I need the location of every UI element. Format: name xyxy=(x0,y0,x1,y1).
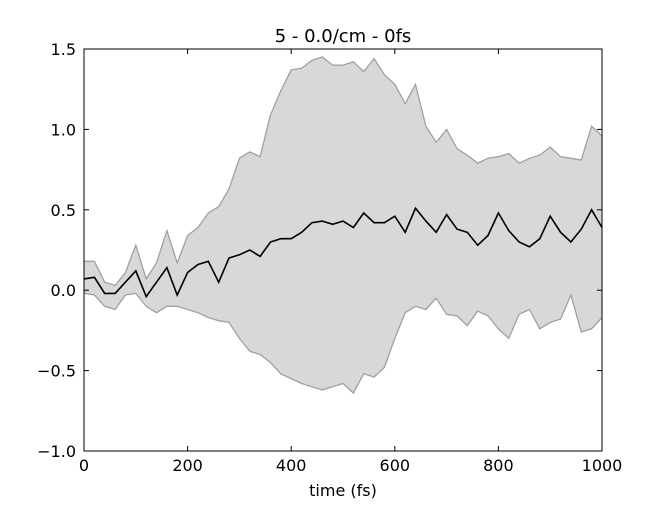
y-tick-label: −1.0 xyxy=(37,442,76,461)
plot-frame xyxy=(83,48,603,452)
y-axis-ticks: −1.0 −0.5 0.0 0.5 1.0 1.5 xyxy=(37,40,602,461)
x-tick-label: 200 xyxy=(172,456,203,475)
y-tick-label: −0.5 xyxy=(37,362,76,381)
x-tick-label: 400 xyxy=(276,456,307,475)
y-tick-label: 1.5 xyxy=(51,40,76,59)
x-axis-label: time (fs) xyxy=(309,481,377,500)
x-tick-label: 600 xyxy=(380,456,411,475)
y-tick-label: 0.0 xyxy=(51,281,76,300)
mean-series-line xyxy=(83,206,603,299)
chart-title: 5 - 0.0/cm - 0fs xyxy=(275,26,412,47)
upper-band-edge xyxy=(84,56,603,287)
x-tick-label: 800 xyxy=(483,456,514,475)
variance-band xyxy=(84,57,602,394)
x-axis-ticks: 0 200 400 600 800 1000 xyxy=(79,49,622,475)
x-tick-label: 1000 xyxy=(582,456,623,475)
lower-band-edge xyxy=(83,292,603,395)
y-tick-label: 1.0 xyxy=(51,120,76,139)
y-tick-label: 0.5 xyxy=(51,201,76,220)
x-tick-label: 0 xyxy=(79,456,89,475)
